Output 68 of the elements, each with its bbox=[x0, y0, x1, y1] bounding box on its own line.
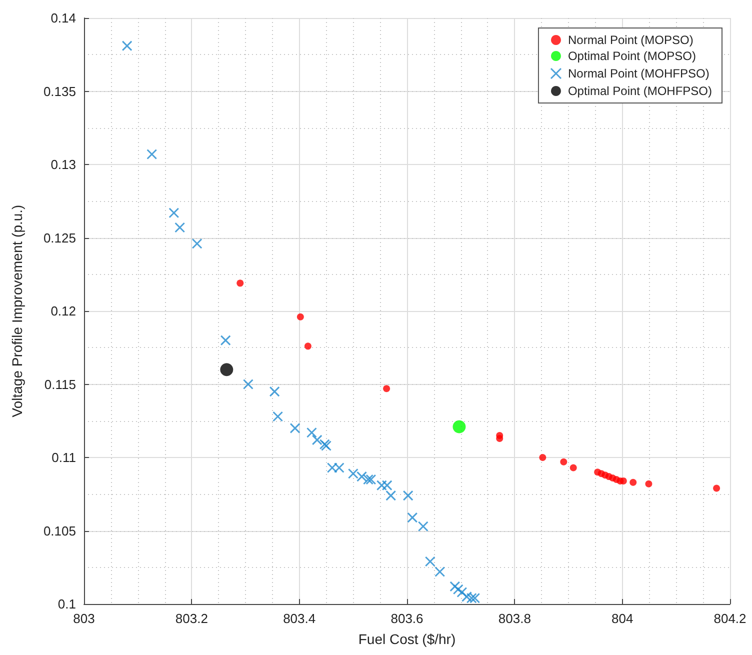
point bbox=[348, 468, 358, 479]
point bbox=[220, 335, 231, 346]
point bbox=[402, 490, 414, 501]
point bbox=[382, 480, 392, 491]
point bbox=[452, 584, 464, 595]
point bbox=[570, 464, 577, 472]
point bbox=[466, 592, 477, 604]
point bbox=[376, 480, 387, 491]
point bbox=[220, 363, 234, 376]
point bbox=[539, 454, 546, 461]
point bbox=[146, 148, 158, 160]
point bbox=[122, 40, 132, 52]
y-tick-label: 0.11 bbox=[52, 450, 76, 465]
point bbox=[450, 581, 460, 592]
x-tick-label: 804 bbox=[611, 611, 634, 626]
point bbox=[620, 477, 627, 484]
y-tick-label: 0.1 bbox=[58, 596, 76, 612]
legend-label: Normal Point (MOHFPSO) bbox=[568, 66, 710, 80]
x-axis-title: Fuel Cost ($/hr) bbox=[358, 631, 456, 647]
point bbox=[269, 386, 280, 397]
x-tick-label: 804.2 bbox=[714, 611, 746, 626]
y-axis-title: Voltage Profile Improvement (p.u.) bbox=[9, 204, 25, 418]
point bbox=[560, 458, 568, 466]
y-tick-label: 0.135 bbox=[43, 84, 76, 99]
x-tick-label: 803.4 bbox=[283, 611, 316, 626]
legend-label: Optimal Point (MOHFPSO) bbox=[568, 84, 712, 98]
point bbox=[356, 471, 368, 482]
x-tick-label: 803 bbox=[73, 611, 95, 626]
point bbox=[452, 420, 466, 434]
y-tick-label: 0.13 bbox=[50, 157, 76, 172]
legend-label: Normal Point (MOPSO) bbox=[568, 33, 694, 47]
legend-label: Optimal Point (MOPSO) bbox=[568, 49, 696, 63]
point bbox=[168, 208, 180, 218]
x-tick-label: 803.8 bbox=[498, 611, 531, 626]
point bbox=[242, 379, 254, 390]
point bbox=[304, 342, 312, 350]
point bbox=[645, 480, 652, 488]
y-tick-label: 0.125 bbox=[43, 230, 76, 246]
point bbox=[456, 587, 468, 598]
x-tick-label: 803.6 bbox=[390, 611, 424, 626]
point bbox=[713, 484, 720, 492]
point bbox=[174, 222, 186, 233]
point bbox=[296, 313, 304, 320]
y-tick-label: 0.115 bbox=[44, 376, 76, 392]
point bbox=[236, 280, 244, 287]
point bbox=[326, 462, 338, 474]
point bbox=[192, 238, 202, 249]
point bbox=[496, 434, 504, 442]
y-tick-label: 0.14 bbox=[50, 10, 76, 26]
point bbox=[424, 556, 436, 567]
point bbox=[630, 478, 637, 486]
point bbox=[312, 434, 322, 446]
point bbox=[334, 462, 344, 474]
point bbox=[407, 512, 418, 523]
point bbox=[386, 490, 396, 501]
x-tick-label: 803.2 bbox=[175, 611, 208, 626]
point bbox=[306, 427, 317, 438]
point bbox=[366, 474, 376, 485]
y-tick-label: 0.105 bbox=[43, 523, 76, 538]
point bbox=[462, 591, 472, 602]
point bbox=[383, 385, 390, 392]
point bbox=[362, 474, 374, 485]
point bbox=[272, 411, 284, 422]
point bbox=[418, 521, 428, 532]
point bbox=[470, 592, 480, 604]
point bbox=[434, 566, 446, 578]
y-tick-label: 0.12 bbox=[50, 304, 76, 318]
point bbox=[290, 422, 300, 434]
